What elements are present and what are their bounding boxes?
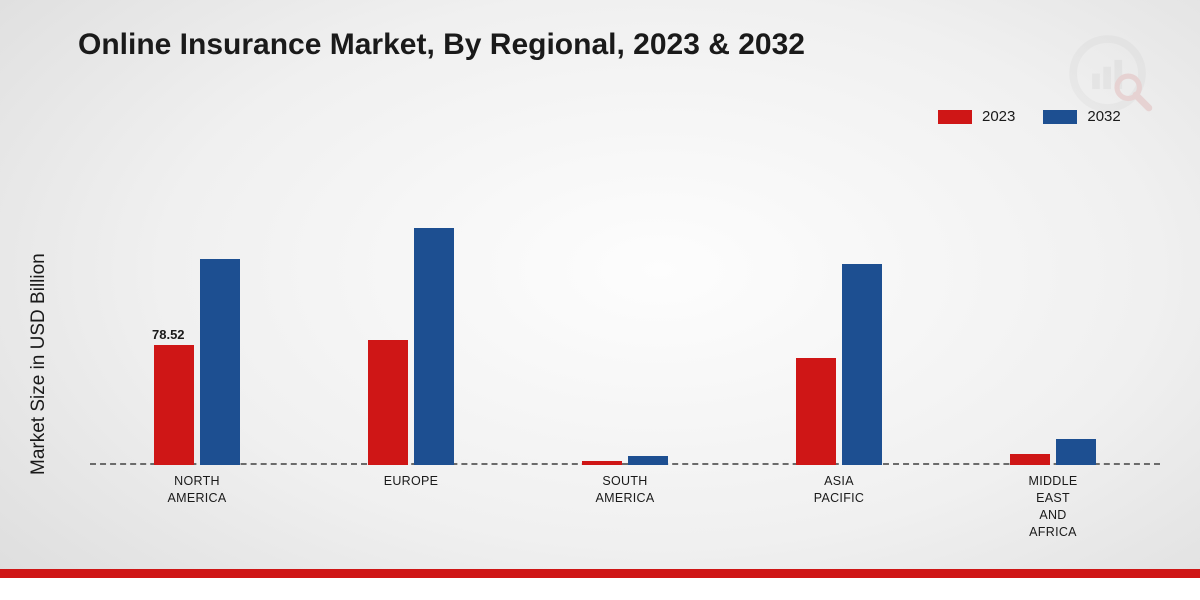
category-label: EUROPE bbox=[331, 465, 491, 490]
y-axis-label: Market Size in USD Billion bbox=[28, 253, 50, 475]
legend-item-2032: 2032 bbox=[1043, 108, 1120, 125]
footer-accent-bar bbox=[0, 569, 1200, 578]
bar-2032 bbox=[842, 264, 882, 465]
bar-2032 bbox=[1056, 439, 1096, 465]
legend-label-2032: 2032 bbox=[1087, 108, 1120, 125]
bar-2023 bbox=[368, 340, 408, 465]
bar-2023 bbox=[154, 345, 194, 465]
bar-2032 bbox=[414, 228, 454, 465]
category-label: SOUTHAMERICA bbox=[545, 465, 705, 507]
footer-white-strip bbox=[0, 578, 1200, 600]
bar-group: SOUTHAMERICA bbox=[518, 175, 732, 465]
bar-group: EUROPE bbox=[304, 175, 518, 465]
bar-2032 bbox=[200, 259, 240, 465]
category-label: ASIAPACIFIC bbox=[759, 465, 919, 507]
legend-swatch-2032 bbox=[1043, 110, 1077, 124]
bar-2032 bbox=[628, 456, 668, 465]
chart-canvas: Online Insurance Market, By Regional, 20… bbox=[0, 0, 1200, 600]
bar-group: ASIAPACIFIC bbox=[732, 175, 946, 465]
category-label: NORTHAMERICA bbox=[117, 465, 277, 507]
bar-group: 78.52NORTHAMERICA bbox=[90, 175, 304, 465]
category-label: MIDDLEEASTANDAFRICA bbox=[973, 465, 1133, 541]
plot-area: 78.52NORTHAMERICAEUROPESOUTHAMERICAASIAP… bbox=[90, 175, 1160, 465]
bar-2023 bbox=[796, 358, 836, 465]
chart-title: Online Insurance Market, By Regional, 20… bbox=[78, 28, 805, 62]
legend-swatch-2023 bbox=[938, 110, 972, 124]
legend: 2023 2032 bbox=[938, 108, 1121, 125]
bar-group: MIDDLEEASTANDAFRICA bbox=[946, 175, 1160, 465]
legend-item-2023: 2023 bbox=[938, 108, 1015, 125]
legend-label-2023: 2023 bbox=[982, 108, 1015, 125]
bar-value-label: 78.52 bbox=[152, 327, 185, 342]
bar-2023 bbox=[1010, 454, 1050, 465]
